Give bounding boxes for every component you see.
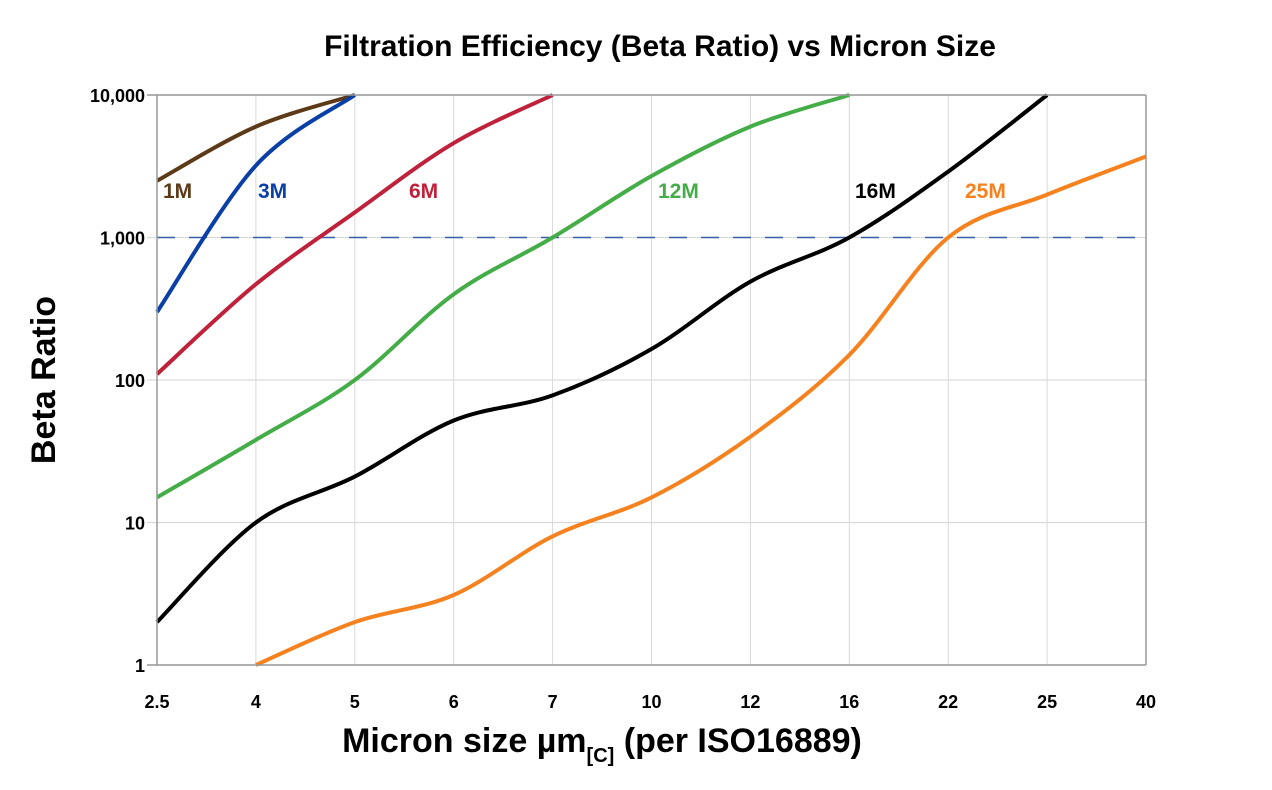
- y-tick-label: 10: [125, 514, 145, 534]
- x-tick-label: 40: [1136, 692, 1156, 712]
- series-group: [155, 93, 1147, 667]
- y-tick-label: 100: [115, 371, 145, 391]
- x-tick-label: 7: [548, 692, 558, 712]
- x-tick-label: 2.5: [144, 692, 169, 712]
- x-tick-label: 12: [740, 692, 760, 712]
- x-axis-label-suffix: (per ISO16889): [614, 722, 862, 760]
- y-tick-label: 1,000: [100, 229, 145, 249]
- y-axis-label: Beta Ratio: [25, 296, 63, 464]
- series-label-3M: 3M: [258, 180, 287, 203]
- y-tick-label: 1: [135, 656, 145, 676]
- series-label-25M: 25M: [965, 180, 1006, 203]
- chart-title: Filtration Efficiency (Beta Ratio) vs Mi…: [324, 30, 996, 63]
- x-axis-label: Micron size µm[C] (per ISO16889): [342, 722, 862, 767]
- plot-frame: [147, 94, 1147, 666]
- x-tick-label: 4: [251, 692, 261, 712]
- x-tick-label: 6: [449, 692, 459, 712]
- series-labels: 1M 3M 6M 12M 16M 25M: [163, 180, 1006, 203]
- x-tick-label: 22: [938, 692, 958, 712]
- y-tick-labels: 1 10 100 1,000 10,000: [90, 86, 145, 676]
- series-label-12M: 12M: [658, 180, 699, 203]
- x-tick-label: 5: [350, 692, 360, 712]
- series-line-12M: [155, 93, 850, 500]
- series-line-25M: [255, 154, 1147, 667]
- series-line-1M: [156, 93, 356, 183]
- x-tick-label: 10: [641, 692, 661, 712]
- x-tick-labels: 2.5 4 5 6 7 10 12 16 22 25 40: [144, 692, 1156, 712]
- series-label-16M: 16M: [855, 180, 896, 203]
- x-axis-label-main: Micron size µm: [342, 722, 586, 760]
- series-line-3M: [155, 93, 356, 314]
- series-label-6M: 6M: [409, 180, 438, 203]
- series-line-6M: [155, 93, 554, 376]
- x-tick-label: 25: [1037, 692, 1057, 712]
- y-tick-label: 10,000: [90, 86, 145, 106]
- x-tick-label: 16: [839, 692, 859, 712]
- x-axis-label-subscript: [C]: [587, 745, 615, 767]
- series-label-1M: 1M: [163, 180, 192, 203]
- series-line-16M: [155, 93, 1049, 624]
